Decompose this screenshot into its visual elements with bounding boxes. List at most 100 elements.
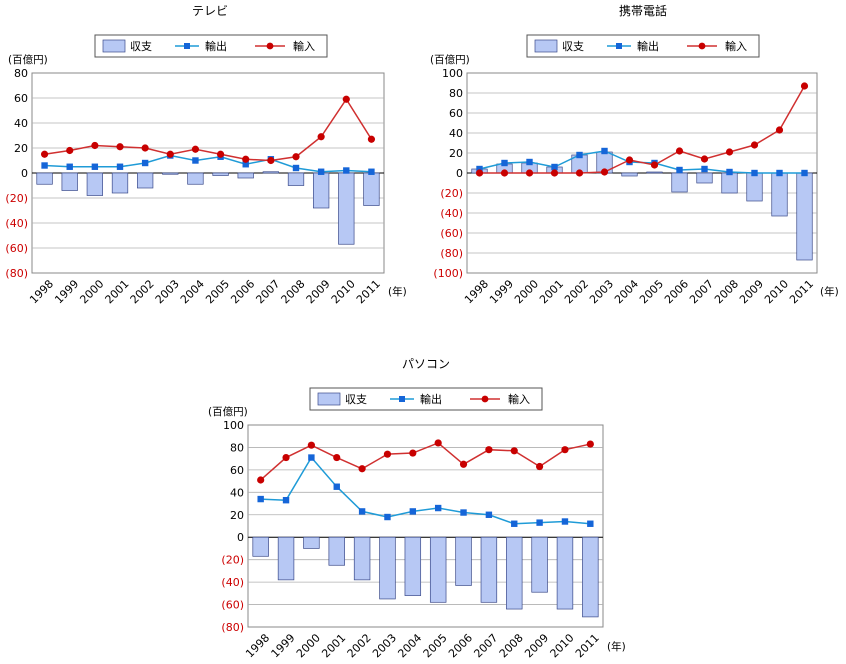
bar-balance-2005	[429, 536, 447, 603]
import-point-2007	[700, 155, 709, 163]
y-tick-label: 80	[230, 441, 244, 454]
export-point-2011	[368, 168, 375, 175]
export-point-2001	[551, 163, 558, 171]
x-tick-label: 2005	[421, 631, 450, 660]
import-point-2003	[600, 168, 609, 176]
y-tick-label: 0	[237, 531, 244, 544]
x-tick-label: 2004	[178, 277, 207, 306]
y-tick-label: 40	[230, 486, 244, 499]
y-tick-label: (20)	[5, 192, 28, 205]
legend-label-export: 輸出	[205, 39, 227, 53]
export-point-2002	[358, 508, 366, 515]
import-point-2011	[586, 440, 594, 448]
bar-balance-1999	[277, 536, 295, 581]
bar-balance-2000	[303, 536, 320, 549]
export-point-2011	[801, 169, 808, 177]
x-tick-label: 2002	[562, 277, 591, 306]
x-tick-label: 2003	[153, 277, 182, 306]
y-tick-label: (60)	[221, 599, 244, 612]
x-tick-label: 2004	[395, 631, 424, 660]
x-tick-label: 2011	[354, 277, 383, 306]
legend-marker-export	[399, 396, 405, 402]
chart-title: テレビ	[192, 4, 228, 18]
x-tick-label: 2003	[587, 277, 616, 306]
import-point-1999	[66, 146, 74, 155]
y-tick-label: (100)	[433, 267, 463, 280]
legend-marker-import	[266, 42, 274, 50]
x-tick-label: 1998	[27, 277, 56, 306]
export-point-2008	[726, 168, 733, 176]
unit-label: (百億円)	[8, 53, 48, 66]
export-point-2008	[511, 520, 518, 527]
x-tick-label: 1999	[487, 277, 516, 306]
x-tick-label: 2008	[712, 277, 741, 306]
import-point-2000	[525, 169, 534, 177]
legend-label-balance: 収支	[345, 393, 367, 406]
bar-balance-2004	[621, 172, 638, 177]
y-tick-label: (40)	[5, 217, 28, 230]
import-point-2006	[675, 147, 684, 155]
y-tick-label: 0	[21, 167, 28, 180]
export-point-1998	[476, 165, 483, 173]
export-point-2010	[561, 518, 569, 525]
y-tick-label: (40)	[440, 207, 463, 220]
export-point-2001	[116, 163, 124, 170]
import-point-2005	[650, 161, 659, 169]
legend-label-import: 輸入	[725, 39, 747, 53]
export-point-2005	[434, 504, 442, 512]
import-point-2001	[550, 169, 559, 177]
x-tick-label: 2001	[319, 631, 348, 660]
y-tick-label: 60	[449, 107, 463, 120]
import-point-1999	[282, 453, 290, 462]
import-point-2007	[485, 446, 493, 454]
bar-balance-2001	[111, 172, 129, 194]
bar-balance-2006	[237, 172, 254, 179]
x-tick-label: 2002	[128, 277, 157, 306]
y-tick-label: 40	[449, 127, 463, 140]
import-point-2005	[216, 150, 225, 158]
import-point-2001	[333, 453, 341, 462]
import-line	[44, 97, 373, 162]
y-tick-label: (60)	[5, 242, 28, 255]
bar-balance-2001	[328, 536, 345, 566]
export-point-2000	[526, 158, 533, 166]
export-point-2006	[242, 161, 249, 168]
x-tick-label: 2001	[537, 277, 566, 306]
export-point-2010	[343, 167, 350, 174]
import-point-2009	[317, 133, 325, 141]
year-label: (年)	[388, 285, 407, 298]
bar-balance-2005	[212, 172, 229, 176]
x-tick-label: 2002	[345, 631, 374, 660]
x-tick-label: 2007	[253, 277, 282, 306]
bar-balance-2006	[455, 536, 472, 586]
bar-balance-2007	[696, 172, 713, 184]
bar-balance-2010	[556, 536, 574, 610]
export-point-2004	[409, 508, 417, 515]
export-point-2004	[192, 157, 199, 164]
export-point-1999	[501, 159, 508, 167]
y-tick-label: 20	[449, 147, 463, 160]
bar-balance-2007	[262, 171, 280, 174]
chart-2: 携帯電話100806040200(20)(40)(60)(80)(100)199…	[430, 3, 839, 306]
x-tick-label: 2000	[512, 277, 541, 306]
y-tick-label: 100	[442, 67, 463, 80]
bar-balance-2010	[338, 172, 355, 245]
unit-label: (百億円)	[208, 405, 248, 418]
export-line	[44, 154, 372, 173]
bar-balance-2010	[771, 172, 788, 217]
bar-balance-2003	[379, 536, 396, 600]
legend: 収支 輸出 輸入	[94, 34, 328, 58]
x-tick-label: 2005	[203, 277, 232, 306]
x-tick-label: 2009	[522, 631, 551, 660]
bar-balance-2002	[353, 536, 371, 581]
x-tick-label: 2006	[228, 277, 257, 306]
chart-3: パソコン 100 80 60 40 20 0 (20) (40) (60) (80)19981999…	[208, 357, 626, 660]
y-tick-label: (40)	[221, 576, 244, 589]
import-point-1998	[475, 169, 484, 177]
export-point-1999	[282, 496, 290, 504]
import-point-2006	[459, 460, 468, 468]
import-point-2008	[292, 153, 300, 161]
export-point-2007	[701, 165, 708, 173]
import-point-2005	[434, 439, 442, 447]
